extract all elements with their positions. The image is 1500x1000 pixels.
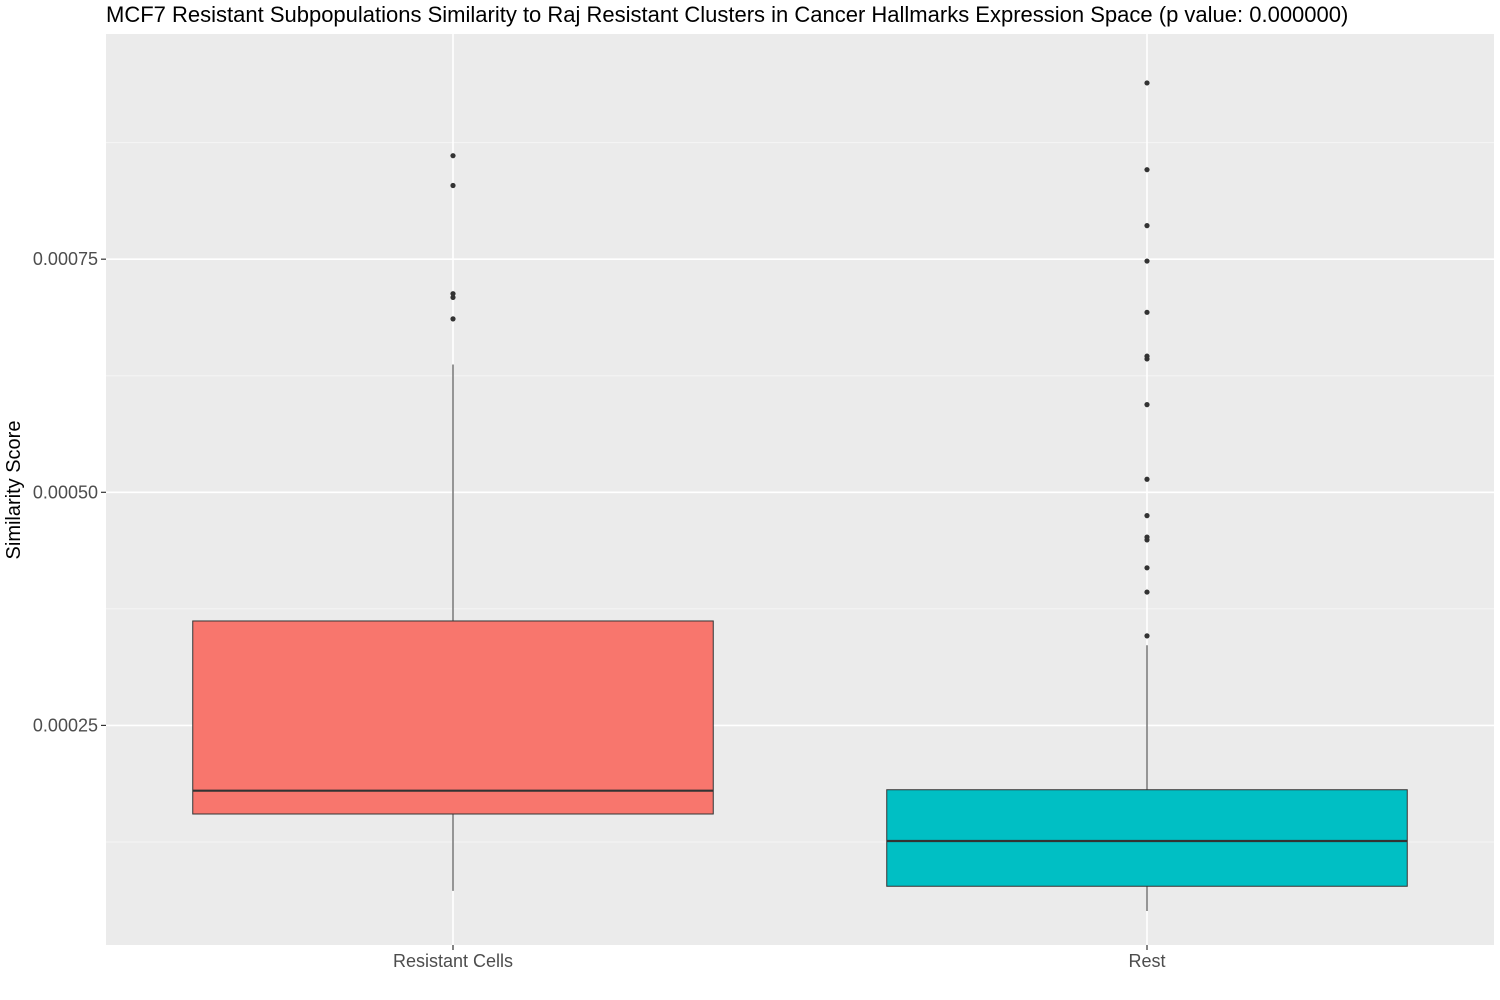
x-axis: Resistant Cells Rest: [393, 945, 1166, 971]
box-group-rest: [886, 80, 1408, 911]
outlier-point-resistant-cells-4: [450, 153, 456, 159]
y-tick-label-1: 0.00050: [33, 482, 98, 502]
x-tick-label-0: Resistant Cells: [393, 951, 513, 971]
outlier-point-resistant-cells-0: [450, 316, 456, 322]
box-resistant-cells: [192, 620, 714, 815]
outlier-point-rest-7: [1144, 402, 1150, 408]
chart-title: MCF7 Resistant Subpopulations Similarity…: [106, 2, 1348, 27]
outlier-point-resistant-cells-2: [450, 291, 456, 297]
outlier-point-rest-9: [1144, 353, 1150, 359]
outlier-point-rest-14: [1144, 80, 1150, 86]
x-tick-label-1: Rest: [1128, 951, 1165, 971]
outlier-point-rest-12: [1144, 223, 1150, 229]
y-axis-label: Similarity Score: [3, 421, 25, 560]
box-rest: [886, 789, 1408, 887]
y-tick-label-2: 0.00075: [33, 249, 98, 269]
outlier-point-rest-2: [1144, 565, 1150, 571]
outlier-point-rest-10: [1144, 309, 1150, 315]
outlier-point-rest-6: [1144, 476, 1150, 482]
outlier-point-rest-11: [1144, 258, 1150, 264]
outlier-point-rest-0: [1144, 633, 1150, 639]
box-group-resistant-cells: [192, 153, 714, 891]
outlier-point-rest-5: [1144, 513, 1150, 519]
outlier-point-rest-1: [1144, 589, 1150, 595]
y-axis: 0.00025 0.00050 0.00075: [33, 249, 106, 735]
outlier-point-rest-13: [1144, 167, 1150, 173]
outlier-point-rest-4: [1144, 534, 1150, 540]
outlier-point-resistant-cells-3: [450, 182, 456, 189]
y-tick-label-0: 0.00025: [33, 715, 98, 735]
outlier-point-resistant-cells-1: [450, 294, 456, 301]
boxes: [192, 80, 1408, 911]
